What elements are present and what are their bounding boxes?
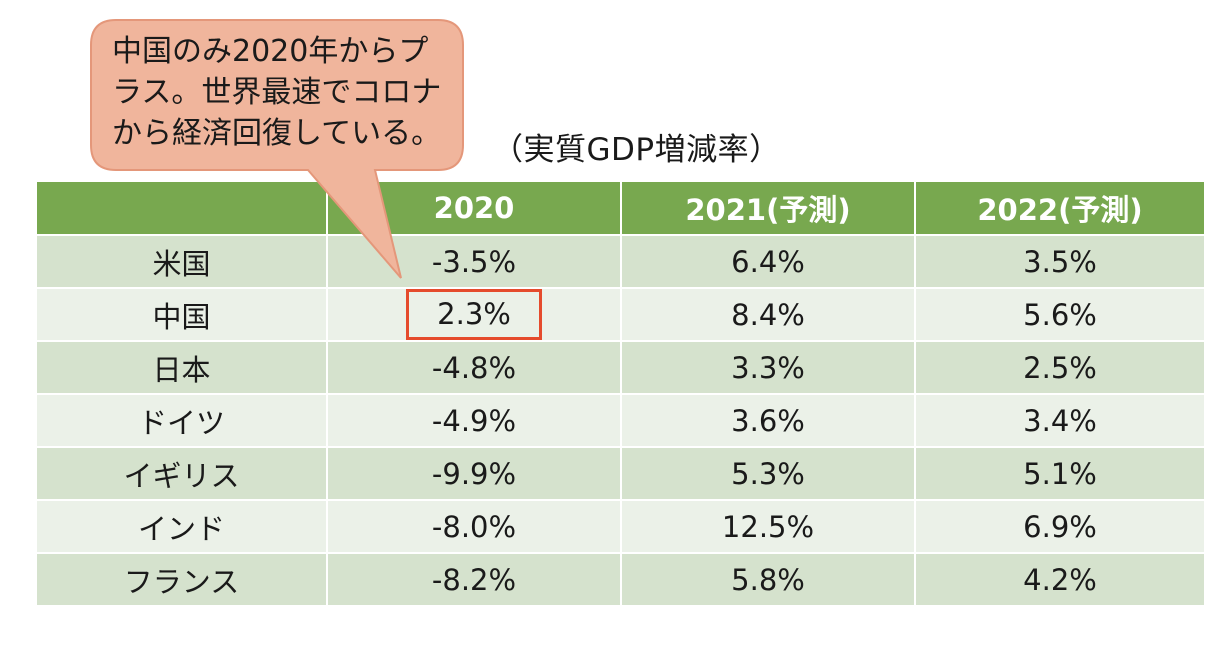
value-2022-cell: 5.1% [916, 448, 1204, 501]
value-2020-cell: -4.9% [328, 395, 622, 448]
value-2021-cell: 3.6% [622, 395, 916, 448]
value-2022-cell: 4.2% [916, 554, 1204, 607]
value-2020-cell: -9.9% [328, 448, 622, 501]
value-2021-cell: 5.8% [622, 554, 916, 607]
gdp-growth-table: 2020 2021(予測) 2022(予測) 米国 -3.5% 6.4% 3.5… [37, 182, 1204, 607]
callout-text: 中国のみ2020年からプ ラス。世界最速でコロナ から経済回復している。 [112, 31, 452, 154]
country-cell: ドイツ [37, 395, 328, 448]
country-cell: 中国 [37, 289, 328, 342]
value-2020-cell: -4.8% [328, 342, 622, 395]
value-2022-cell: 3.4% [916, 395, 1204, 448]
country-cell: フランス [37, 554, 328, 607]
table-row: フランス -8.2% 5.8% 4.2% [37, 554, 1204, 607]
value-2020-cell: 2.3% [328, 289, 622, 342]
callout-line: 中国のみ2020年からプ [112, 34, 429, 69]
table-row: イギリス -9.9% 5.3% 5.1% [37, 448, 1204, 501]
country-cell: 日本 [37, 342, 328, 395]
table-row: 中国 2.3% 8.4% 5.6% [37, 289, 1204, 342]
table-row: 日本 -4.8% 3.3% 2.5% [37, 342, 1204, 395]
highlight-box: 2.3% [406, 289, 542, 340]
callout-line: から経済回復している。 [112, 116, 442, 151]
country-cell: イギリス [37, 448, 328, 501]
value-2022-cell: 6.9% [916, 501, 1204, 554]
value-2020-cell: -3.5% [328, 236, 622, 289]
header-empty [37, 182, 328, 236]
table-row: インド -8.0% 12.5% 6.9% [37, 501, 1204, 554]
value-2021-cell: 5.3% [622, 448, 916, 501]
value-2021-cell: 6.4% [622, 236, 916, 289]
value-2021-cell: 3.3% [622, 342, 916, 395]
value-2021-cell: 12.5% [622, 501, 916, 554]
header-2022: 2022(予測) [916, 182, 1204, 236]
table-row: 米国 -3.5% 6.4% 3.5% [37, 236, 1204, 289]
header-row: 2020 2021(予測) 2022(予測) [37, 182, 1204, 236]
country-cell: インド [37, 501, 328, 554]
value-2021-cell: 8.4% [622, 289, 916, 342]
header-2020: 2020 [328, 182, 622, 236]
header-2021: 2021(予測) [622, 182, 916, 236]
value-2022-cell: 2.5% [916, 342, 1204, 395]
value-2022-cell: 5.6% [916, 289, 1204, 342]
callout-line: ラス。世界最速でコロナ [112, 75, 442, 110]
value-2020-cell: -8.0% [328, 501, 622, 554]
country-cell: 米国 [37, 236, 328, 289]
table-caption: （実質GDP増減率） [492, 132, 781, 168]
table-row: ドイツ -4.9% 3.6% 3.4% [37, 395, 1204, 448]
value-2022-cell: 3.5% [916, 236, 1204, 289]
value-2020-cell: -8.2% [328, 554, 622, 607]
